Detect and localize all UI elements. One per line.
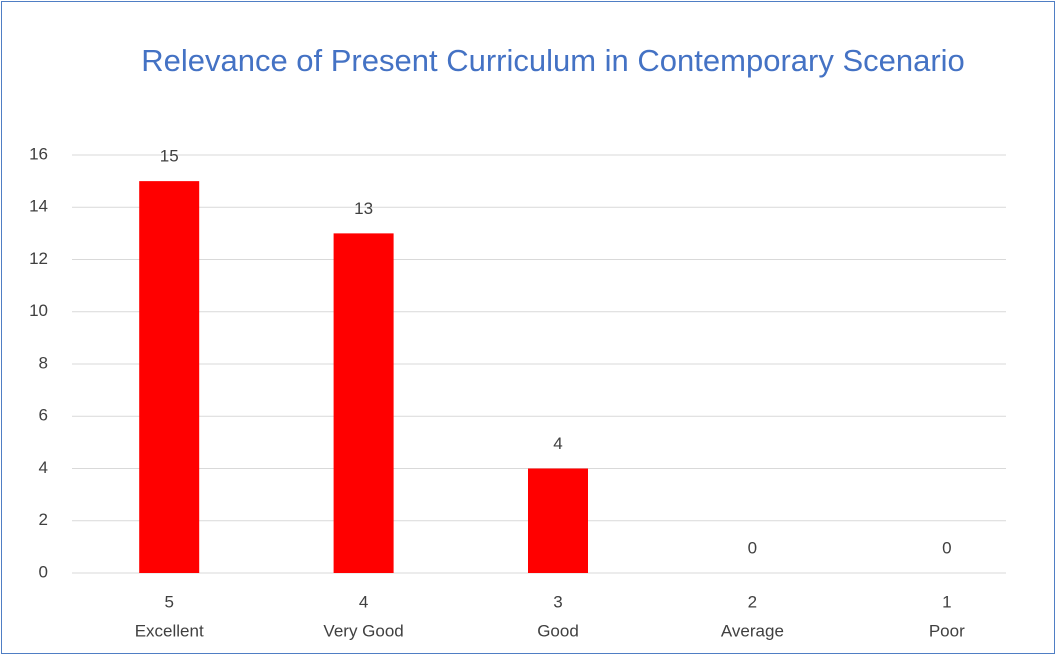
y-tick-label: 12	[29, 249, 48, 268]
y-tick-label: 0	[39, 562, 48, 581]
y-tick-label: 2	[39, 510, 48, 529]
data-label: 0	[748, 538, 757, 557]
x-tick-label: 1	[942, 592, 951, 611]
x-tick-label: Average	[721, 621, 784, 640]
bar	[528, 468, 588, 573]
data-label: 0	[942, 538, 951, 557]
x-tick-label: 3	[553, 592, 562, 611]
bar	[333, 233, 394, 573]
x-tick-label: 2	[748, 592, 757, 611]
data-label: 4	[553, 434, 562, 453]
y-tick-label: 6	[39, 406, 48, 425]
y-tick-label: 10	[29, 301, 48, 320]
y-tick-label: 4	[39, 458, 48, 477]
y-tick-label: 14	[29, 197, 48, 216]
y-tick-label: 8	[39, 353, 48, 372]
x-tick-label: 5	[164, 592, 173, 611]
chart-title: Relevance of Present Curriculum in Conte…	[141, 43, 965, 78]
x-tick-label: Excellent	[135, 621, 204, 640]
x-tick-label: Very Good	[323, 621, 403, 640]
bar	[139, 181, 200, 573]
x-tick-label: Poor	[929, 621, 965, 640]
data-label: 15	[160, 147, 179, 166]
y-tick-label: 16	[29, 144, 48, 163]
x-tick-label: Good	[537, 621, 579, 640]
x-tick-label: 4	[359, 592, 368, 611]
data-label: 13	[354, 199, 373, 218]
